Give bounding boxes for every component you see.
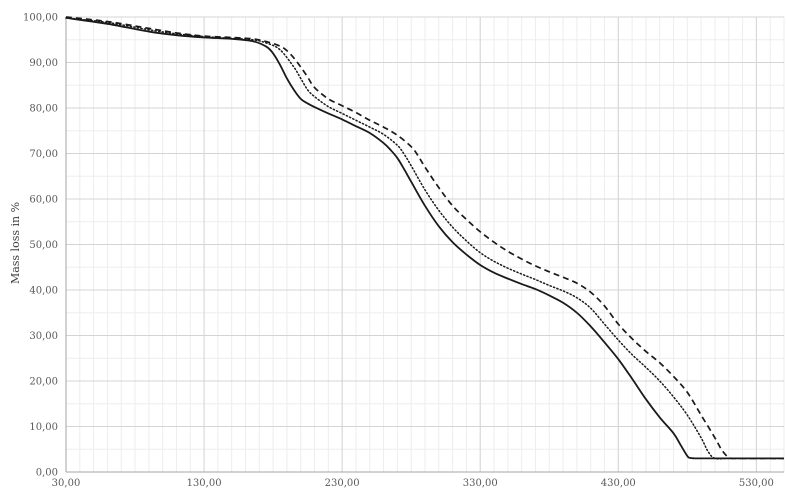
y-tick-label: 100,00	[23, 13, 58, 24]
y-axis-title: Mass loss in %	[9, 202, 22, 284]
y-tick-label: 20,00	[29, 377, 58, 388]
y-tick-label: 50,00	[29, 240, 58, 251]
y-tick-label: 60,00	[29, 195, 58, 206]
x-tick-label: 130,00	[187, 478, 222, 488]
series-line-dashed	[65, 16, 784, 460]
series-line-solid	[65, 17, 784, 460]
y-tick-label: 10,00	[29, 422, 58, 433]
y-tick-label: 40,00	[29, 286, 58, 297]
y-tick-label: 0,00	[36, 468, 58, 479]
y-tick-label: 90,00	[29, 58, 58, 69]
x-tick-label: 30,00	[52, 478, 81, 488]
y-tick-label: 30,00	[29, 331, 58, 342]
x-tick-label: 230,00	[325, 478, 360, 488]
x-tick-label: 430,00	[601, 478, 636, 488]
x-tick-label: 530,00	[739, 478, 774, 488]
y-tick-label: 70,00	[29, 149, 58, 160]
y-tick-label: 80,00	[29, 104, 58, 115]
series-line-dotted	[65, 17, 785, 460]
x-tick-label: 330,00	[463, 478, 498, 488]
